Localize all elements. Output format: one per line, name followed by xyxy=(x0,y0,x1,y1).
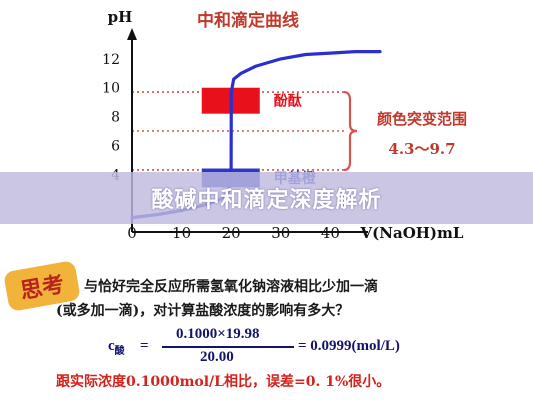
x-axis-label: V(NaOH)mL xyxy=(360,224,464,242)
formula-lhs-sub: 酸 xyxy=(114,346,125,357)
color-change-range: 4.3～9.7 xyxy=(388,140,455,158)
chart-title: 中和滴定曲线 xyxy=(197,10,299,31)
formula-lhs-main: c xyxy=(108,338,115,354)
formula-numerator: 0.1000×19.98 xyxy=(176,326,260,342)
y-tick-label-1: 10 xyxy=(102,81,120,97)
color-change-bracket xyxy=(343,90,358,172)
tick-labels: 0102030401210864 xyxy=(102,52,340,242)
x-tick-label-2: 20 xyxy=(222,224,241,242)
bracket-path xyxy=(343,90,358,172)
x-tick-label-1: 10 xyxy=(172,224,191,242)
y-tick-label-2: 8 xyxy=(111,110,120,126)
fraction-bar xyxy=(162,346,294,348)
x-tick-label-0: 0 xyxy=(127,224,137,242)
y-tick-label-0: 12 xyxy=(102,52,120,68)
x-tick-label-4: 40 xyxy=(321,224,340,242)
formula-lhs: c酸 xyxy=(108,338,125,357)
x-tick-label-3: 30 xyxy=(271,224,290,242)
y-tick-label-3: 6 xyxy=(111,138,120,154)
conclusion-text: 跟实际浓度0.1000mol/L相比，误差=0. 1%很小。 xyxy=(56,374,391,390)
indicator-label-0: 酚酞 xyxy=(274,93,302,110)
color-change-title: 颜色突变范围 xyxy=(377,110,467,128)
formula-denominator: 20.00 xyxy=(200,349,234,365)
y-axis-arrow xyxy=(127,28,137,40)
question-line-2: (或多加一滴)，对计算盐酸浓度的影响有多大？ xyxy=(56,303,350,319)
formula-equals: = xyxy=(140,338,149,354)
y-axis-label: pH xyxy=(108,8,133,26)
title-banner: 酸碱中和滴定深度解析 xyxy=(0,172,533,224)
titration-chart: 酚酞甲基橙 0102030401210864 中和滴定曲线 pH V(NaOH)… xyxy=(102,8,467,242)
banner-text: 酸碱中和滴定深度解析 xyxy=(151,188,382,213)
formula-result: = 0.0999(mol/L) xyxy=(298,338,400,354)
question-line-1: 与恰好完全反应所需氢氧化钠溶液相比少加一滴 xyxy=(84,279,378,295)
